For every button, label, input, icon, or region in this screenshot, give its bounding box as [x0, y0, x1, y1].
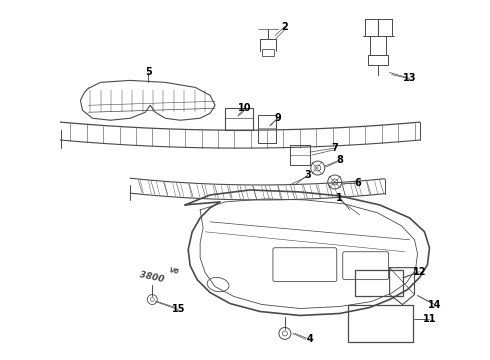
Text: 2: 2	[282, 22, 288, 32]
Text: V6: V6	[168, 267, 179, 275]
Text: 12: 12	[413, 267, 426, 276]
Text: 4: 4	[306, 334, 313, 345]
Text: 9: 9	[274, 113, 281, 123]
Text: 15: 15	[172, 305, 185, 315]
Text: 11: 11	[423, 314, 436, 324]
Text: 8: 8	[336, 155, 343, 165]
Text: 5: 5	[145, 67, 151, 77]
Text: 3: 3	[304, 170, 311, 180]
Text: 7: 7	[331, 143, 338, 153]
Text: 6: 6	[354, 178, 361, 188]
Text: 10: 10	[238, 103, 252, 113]
Text: 1: 1	[336, 193, 343, 203]
Text: 13: 13	[403, 73, 416, 84]
Text: 14: 14	[428, 300, 441, 310]
Text: 3800: 3800	[138, 271, 165, 285]
